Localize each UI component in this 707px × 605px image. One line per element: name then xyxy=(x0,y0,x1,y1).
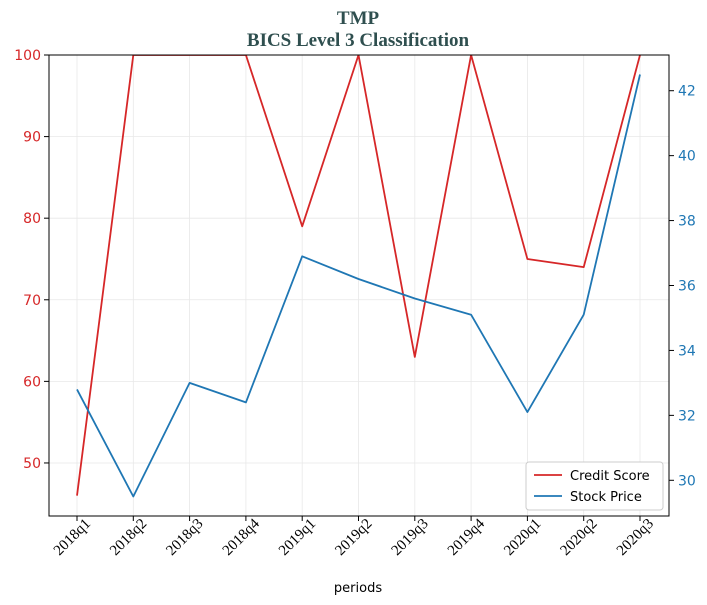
right-axis: 30 32 34 36 38 40 42 xyxy=(669,84,696,489)
series-line-stock-price xyxy=(76,74,641,498)
series-line-credit-score xyxy=(76,55,641,496)
legend-stock-price-label: Stock Price xyxy=(570,490,642,505)
x-axis-tick-label: 2018q1 xyxy=(51,516,94,559)
right-axis-tick-label: 30 xyxy=(678,473,696,489)
left-axis-tick-label: 50 xyxy=(23,456,41,472)
right-axis-tick-label: 42 xyxy=(678,84,696,100)
x-axis-tick-label: 2018q3 xyxy=(163,516,206,559)
right-axis-tick-label: 32 xyxy=(678,408,696,424)
left-axis-tick-label: 90 xyxy=(23,130,41,146)
x-axis-tick-label: 2018q4 xyxy=(220,516,263,559)
x-axis-tick-label: 2020q3 xyxy=(614,516,657,559)
x-axis-tick-label: 2020q1 xyxy=(501,516,544,559)
x-axis-tick-label: 2019q3 xyxy=(389,516,432,559)
legend-box xyxy=(525,461,664,511)
right-axis-tick-label: 40 xyxy=(678,149,696,165)
x-axis-tick-label: 2020q2 xyxy=(558,516,601,559)
legend: Credit Score Stock Price xyxy=(525,461,664,511)
grid xyxy=(49,54,669,516)
left-axis-tick-label: 80 xyxy=(23,211,41,227)
right-axis-tick-label: 34 xyxy=(678,343,696,359)
series-layer xyxy=(76,55,641,498)
left-axis-tick-label: 100 xyxy=(14,48,41,64)
x-axis-tick-label: 2019q2 xyxy=(332,516,375,559)
x-axis: 2018q1 2018q2 2018q3 2018q4 2019q1 2019q2 2019… xyxy=(51,516,657,559)
x-axis-tick-label: 2018q2 xyxy=(107,516,150,559)
chart-subtitle: BICS Level 3 Classification xyxy=(247,30,470,51)
x-axis-tick-label: 2019q4 xyxy=(445,516,488,559)
right-axis-tick-label: 36 xyxy=(678,279,696,295)
left-axis-tick-label: 60 xyxy=(23,374,41,390)
left-axis-tick-label: 70 xyxy=(23,293,41,309)
x-axis-label: periods xyxy=(334,581,382,596)
left-axis: 50 60 70 80 90 100 xyxy=(14,48,49,472)
right-axis-tick-label: 38 xyxy=(678,214,696,230)
chart-title: TMP xyxy=(337,8,380,29)
x-axis-tick-label: 2019q1 xyxy=(276,516,319,559)
legend-credit-score-label: Credit Score xyxy=(570,469,650,484)
plot-frame xyxy=(48,54,670,517)
